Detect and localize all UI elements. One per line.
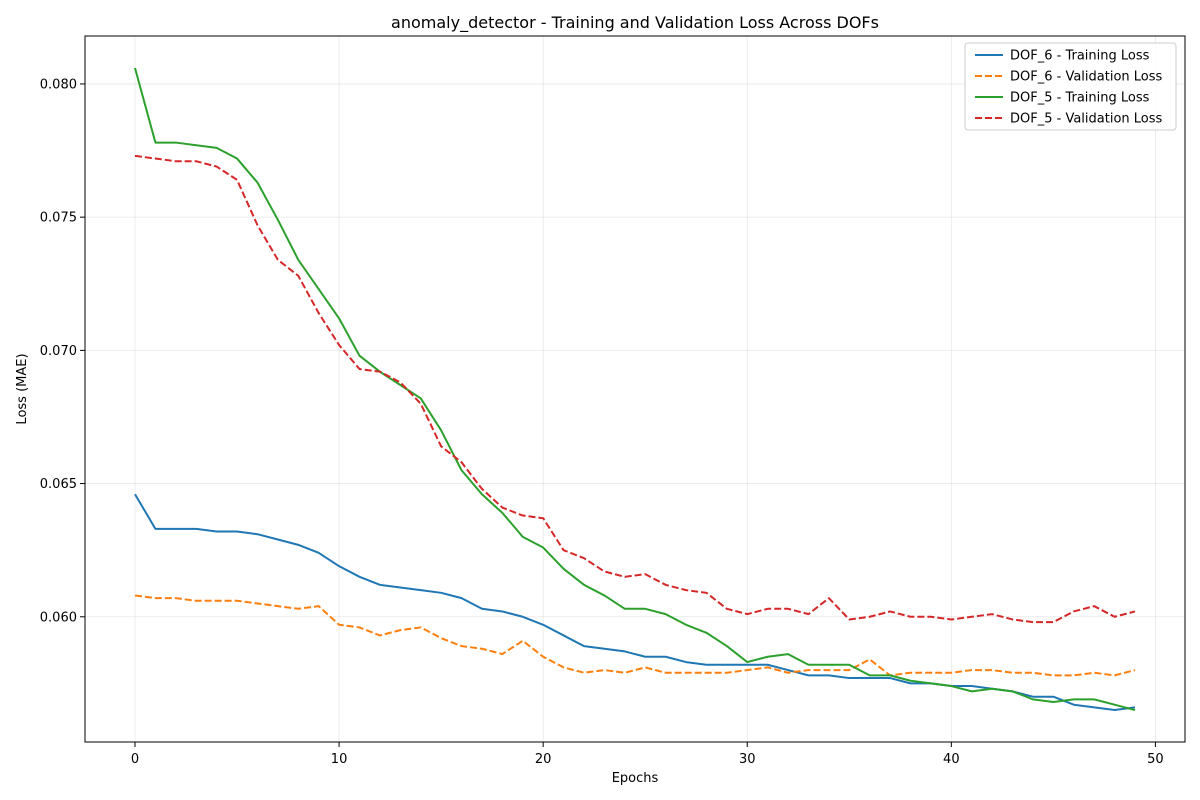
y-tick-label: 0.070 (40, 344, 77, 359)
plot-frame (84, 35, 1186, 743)
x-tick-label: 50 (1147, 752, 1164, 767)
y-tick-label: 0.065 (40, 477, 77, 492)
legend-label-0: DOF_6 - Training Loss (1010, 49, 1150, 64)
x-tick-label: 10 (331, 752, 348, 767)
x-tick-label: 20 (535, 752, 552, 767)
y-tick-label: 0.060 (40, 610, 77, 625)
legend-box (964, 42, 1177, 131)
series-line-2 (134, 67, 1136, 711)
chart-title: anomaly_detector - Training and Validati… (391, 13, 879, 33)
series-line-0 (134, 493, 1136, 712)
legend-label-1: DOF_6 - Validation Loss (1010, 70, 1163, 85)
y-axis-label: Loss (MAE) (15, 353, 30, 424)
series-line-3 (134, 154, 1136, 624)
series-lines (134, 67, 1136, 712)
x-axis-label: Epochs (612, 771, 659, 786)
y-tick-label: 0.075 (40, 211, 77, 226)
legend-label-2: DOF_5 - Training Loss (1010, 91, 1150, 106)
legend-label-3: DOF_5 - Validation Loss (1010, 112, 1163, 127)
legend: DOF_6 - Training Loss DOF_6 - Validation … (964, 42, 1177, 131)
axis-ticks: 0 10 20 30 40 50 0.060 0.065 0.070 0.075 0.080 (40, 77, 1164, 767)
x-tick-label: 40 (943, 752, 960, 767)
y-tick-label: 0.080 (40, 77, 77, 92)
x-tick-label: 30 (739, 752, 756, 767)
x-tick-label: 0 (131, 752, 139, 767)
series-line-1 (134, 594, 1136, 677)
